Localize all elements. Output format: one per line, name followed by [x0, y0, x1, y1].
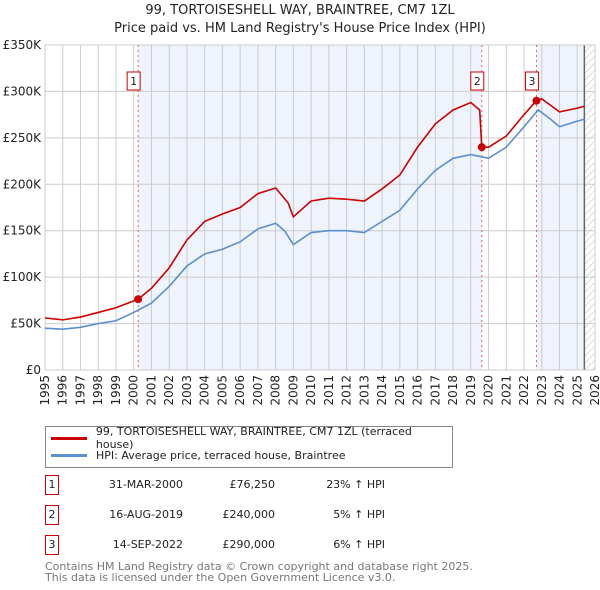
x-tick-label: 2006: [233, 375, 247, 406]
sale-label: 1: [130, 75, 137, 88]
plot-frame: [44, 44, 596, 371]
x-tick-label: 2000: [127, 375, 141, 406]
sale-label-box: [126, 71, 141, 91]
forecast-hatch: [584, 45, 595, 370]
y-tick-label: £200K: [3, 177, 43, 191]
x-tick-label: 2025: [570, 375, 584, 406]
legend: 99, TORTOISESHELL WAY, BRAINTREE, CM7 1Z…: [45, 425, 453, 468]
x-tick-label: 2018: [446, 375, 460, 406]
sale-label: 3: [528, 75, 535, 88]
y-tick-label: £50K: [10, 317, 42, 331]
y-tick-label: £100K: [3, 270, 43, 284]
sale-hpi: 5% ↑ HPI: [333, 508, 385, 521]
shaded-range: [138, 45, 482, 370]
sale-price: £290,000: [222, 538, 276, 551]
x-tick-label: 2011: [322, 375, 336, 406]
chart-subtitle: Price paid vs. HM Land Registry's House …: [114, 21, 486, 36]
sale-date: 14-SEP-2022: [112, 538, 183, 551]
sale-date: 16-AUG-2019: [109, 508, 183, 521]
sale-hpi: 6% ↑ HPI: [333, 538, 385, 551]
sale-point: [477, 143, 486, 152]
property-price-line: [44, 97, 585, 321]
x-tick-label: 2021: [499, 375, 513, 406]
x-tick-label: 2019: [464, 375, 478, 406]
x-tick-label: 1999: [109, 375, 123, 406]
legend-swatch-hpi: [51, 453, 87, 457]
chart-plot: 1995 1996 1997 1998 1999 2000 2001 2002 2003 2004…: [3, 38, 600, 406]
sale-marker-box: 3: [45, 535, 59, 555]
footer-line: This data is licensed under the Open Gov…: [45, 571, 396, 584]
x-tick-label: 2001: [144, 375, 158, 406]
sale-point: [532, 96, 541, 105]
y-tick-label: £250K: [3, 131, 43, 145]
x-tick-label: 1995: [38, 375, 52, 406]
y-tick-label: £350K: [3, 38, 43, 52]
x-tick-label: 1997: [73, 375, 87, 406]
shaded-range: [536, 45, 585, 370]
x-tick-label: 2015: [393, 375, 407, 406]
x-tick-label: 2003: [180, 375, 194, 406]
sale-label: 2: [474, 75, 481, 88]
x-tick-label: 2002: [162, 375, 176, 406]
legend-label-property: 99, TORTOISESHELL WAY, BRAINTREE, CM7 1Z…: [95, 425, 412, 451]
footer-line: Contains HM Land Registry data © Crown c…: [45, 560, 473, 573]
x-tick-label: 2017: [428, 375, 442, 406]
x-tick-label: 2016: [411, 375, 425, 406]
sale-hpi: 23% ↑ HPI: [326, 478, 385, 491]
x-tick-label: 2008: [269, 375, 283, 406]
x-tick-label: 2005: [215, 375, 229, 406]
legend-swatch-property: [51, 436, 87, 440]
x-tick-label: 2012: [340, 375, 354, 406]
sale-label-box: [524, 71, 539, 91]
x-tick-label: 2024: [553, 375, 567, 406]
x-tick-label: 2023: [535, 375, 549, 406]
sale-marker-box: 1: [45, 475, 59, 495]
x-tick-label: 2013: [357, 375, 371, 406]
x-tick-label: 2014: [375, 375, 389, 406]
x-tick-label: 2010: [304, 375, 318, 406]
legend-label-hpi: HPI: Average price, terraced house, Brai…: [96, 448, 346, 462]
sale-price: £240,000: [222, 508, 276, 521]
x-tick-label: 2009: [286, 375, 300, 406]
hpi-line: [44, 108, 585, 330]
y-tick-label: £300K: [3, 84, 43, 98]
x-tick-label: 2020: [482, 375, 496, 406]
footer: Contains HM Land Registry data © Crown c…: [45, 561, 473, 583]
sale-label-box: [470, 71, 485, 91]
x-tick-label: 1996: [56, 375, 70, 406]
x-tick-label: 2022: [517, 375, 531, 406]
sale-marker-box: 2: [45, 505, 59, 525]
y-tick-label: £150K: [3, 224, 43, 238]
x-tick-label: 2026: [588, 375, 600, 406]
x-tick-label: 1998: [91, 375, 105, 406]
y-tick-label: £0: [26, 363, 41, 377]
sale-date: 31-MAR-2000: [108, 478, 183, 491]
sale-price: £76,250: [229, 478, 276, 491]
x-tick-label: 2004: [198, 375, 212, 406]
sale-point: [134, 295, 143, 304]
chart-title: 99, TORTOISESHELL WAY, BRAINTREE, CM7 1Z…: [145, 3, 455, 18]
x-tick-label: 2007: [251, 375, 265, 406]
